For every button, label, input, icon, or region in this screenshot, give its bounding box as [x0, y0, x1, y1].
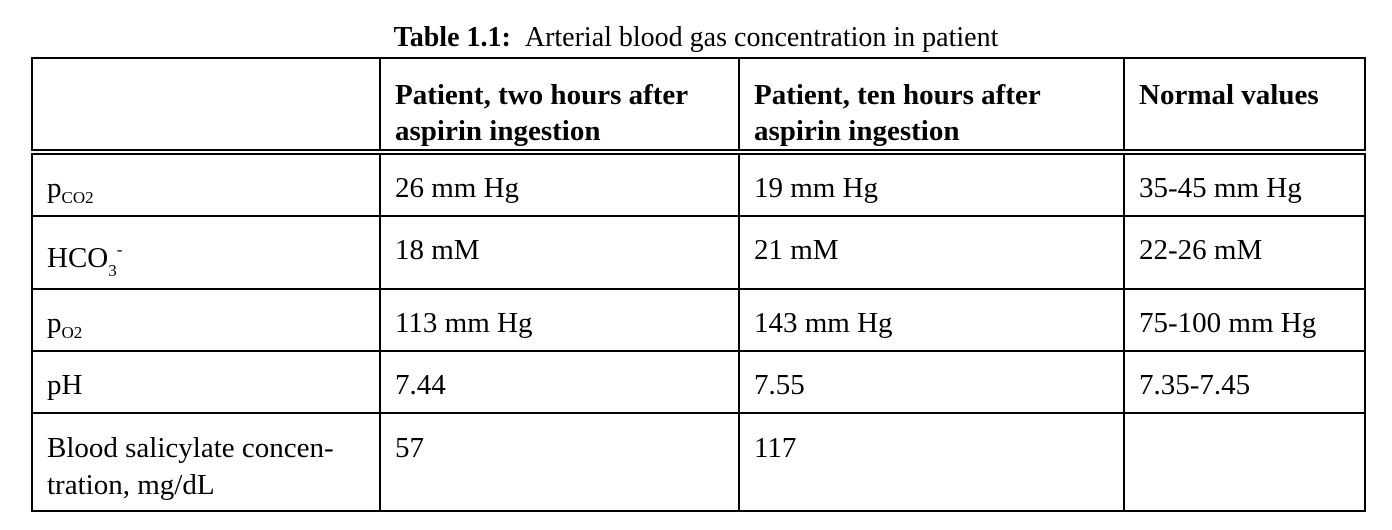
cell-pco2-normal: 35-45 mm Hg [1123, 151, 1366, 217]
cell-po2-ten-hours: 143 mm Hg [738, 288, 1125, 352]
header-corner-cell [31, 57, 381, 155]
cell-salicylate-two-hours: 57 [379, 412, 740, 512]
row-label-salicylate: Blood salicylate concen-tration, mg/dL [31, 412, 381, 512]
pco2-base: p [47, 172, 62, 204]
table-row: pO2 113 mm Hg 143 mm Hg 75-100 mm Hg [31, 288, 1366, 352]
hco3-superscript: - [116, 240, 123, 259]
table-caption-separator: : [501, 22, 511, 53]
hco3-subscript: 3 [108, 261, 117, 280]
header-row: Patient, two hours after aspirin ingesti… [31, 57, 1366, 155]
cell-ph-two-hours: 7.44 [379, 350, 740, 414]
table-caption: Table 1.1: Arterial blood gas concentrat… [0, 20, 1392, 56]
pco2-subscript: CO2 [61, 188, 94, 207]
cell-hco3-two-hours: 18 mM [379, 215, 740, 290]
header-normal-values: Normal values [1123, 57, 1366, 155]
table-caption-label: Table 1.1 [393, 22, 502, 53]
cell-po2-two-hours: 113 mm Hg [379, 288, 740, 352]
row-label-hco3: HCO3 - [31, 215, 381, 290]
table-caption-text: Arterial blood gas concentration in pati… [524, 22, 999, 53]
cell-hco3-ten-hours: 21 mM [738, 215, 1125, 290]
cell-hco3-normal: 22-26 mM [1123, 215, 1366, 290]
blood-gas-table: Patient, two hours after aspirin ingesti… [31, 57, 1366, 512]
header-ten-hours: Patient, ten hours after aspirin ingesti… [738, 57, 1125, 155]
po2-subscript: O2 [61, 323, 83, 342]
table-row: pH 7.44 7.55 7.35-7.45 [31, 350, 1366, 414]
cell-pco2-ten-hours: 19 mm Hg [738, 151, 1125, 217]
cell-salicylate-normal [1123, 412, 1366, 512]
header-two-hours: Patient, two hours after aspirin ingesti… [379, 57, 740, 155]
po2-base: p [47, 307, 62, 339]
cell-po2-normal: 75-100 mm Hg [1123, 288, 1366, 352]
table-row: Blood salicylate concen-tration, mg/dL 5… [31, 412, 1366, 512]
row-label-po2: pO2 [31, 288, 381, 352]
cell-salicylate-ten-hours: 117 [738, 412, 1125, 512]
cell-pco2-two-hours: 26 mm Hg [379, 151, 740, 217]
table-row: pCO2 26 mm Hg 19 mm Hg 35-45 mm Hg [31, 151, 1366, 217]
table-row: HCO3 - 18 mM 21 mM 22-26 mM [31, 215, 1366, 290]
row-label-pco2: pCO2 [31, 151, 381, 217]
cell-ph-normal: 7.35-7.45 [1123, 350, 1366, 414]
hco3-base: HCO [47, 242, 109, 274]
cell-ph-ten-hours: 7.55 [738, 350, 1125, 414]
row-label-ph: pH [31, 350, 381, 414]
